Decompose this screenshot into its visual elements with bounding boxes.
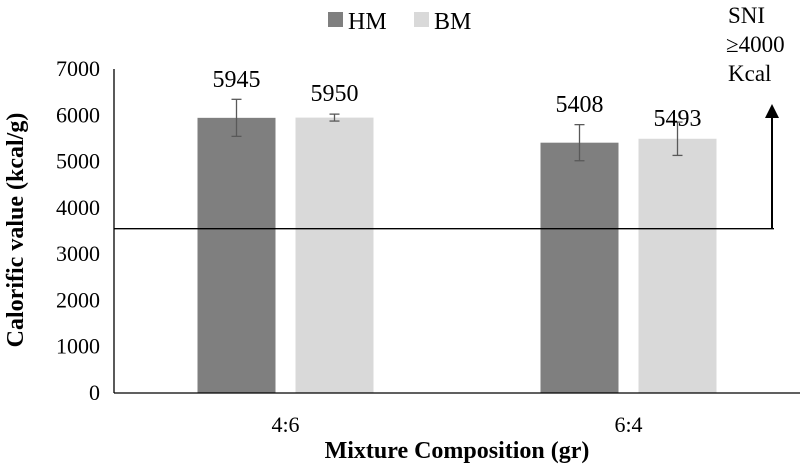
error-bars (231, 98, 683, 162)
legend-swatch-bm (414, 12, 429, 27)
annotation-line-2: ≥4000 (726, 32, 785, 57)
x-axis-title: Mixture Composition (gr) (325, 438, 590, 464)
data-labels: 5945 5950 5408 5493 (213, 67, 702, 132)
y-tick-label: 3000 (56, 241, 100, 266)
data-label: 5950 (311, 81, 359, 107)
x-tick-label: 4:6 (271, 412, 299, 437)
y-tick-label: 6000 (56, 102, 100, 127)
annotation-line-1: SNI (728, 3, 765, 28)
y-tick-label: 4000 (56, 195, 100, 220)
legend-label-hm: HM (348, 9, 387, 35)
legend-swatch-hm (328, 12, 343, 27)
x-tick-label: 6:4 (614, 412, 642, 437)
bar-hm-6-4 (540, 142, 619, 393)
y-tick-label: 5000 (56, 149, 100, 174)
bar-hm-4-6 (197, 117, 276, 394)
y-axis-title: Calorific value (kcal/g) (3, 113, 29, 348)
legend-label-bm: BM (434, 9, 471, 35)
data-label: 5945 (213, 67, 261, 93)
legend: HM BM (328, 9, 471, 35)
bar-bm-4-6 (295, 117, 374, 393)
y-tick-labels: 0 1000 2000 3000 4000 5000 6000 7000 (56, 56, 100, 405)
data-label: 5408 (556, 92, 604, 118)
annotation-line-3: Kcal (728, 61, 771, 86)
x-tick-labels: 4:6 6:4 (271, 412, 642, 437)
y-tick-label: 2000 (56, 287, 100, 312)
y-tick-label: 7000 (56, 56, 100, 81)
sni-annotation: SNI ≥4000 Kcal (726, 3, 785, 86)
arrow-head (765, 104, 779, 118)
y-tick-label: 1000 (56, 334, 100, 359)
bars (197, 117, 717, 394)
reference-marker (114, 104, 779, 230)
data-label: 5493 (654, 106, 702, 132)
y-tick-label: 0 (89, 380, 100, 405)
bar-bm-6-4 (638, 138, 717, 393)
